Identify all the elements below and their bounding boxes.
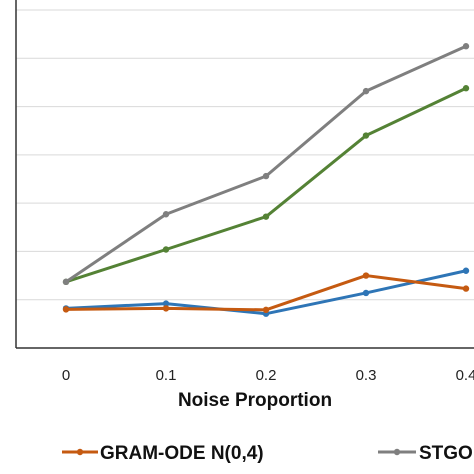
x-axis-title: Noise Proportion <box>178 390 332 411</box>
data-point <box>262 172 270 180</box>
gridlines <box>16 9 474 301</box>
data-point <box>362 132 370 139</box>
legend-item-gram-ode: GRAM-ODE N(0,4) <box>62 443 264 464</box>
data-point <box>462 43 470 50</box>
data-point <box>162 305 170 312</box>
series-1 <box>62 272 470 314</box>
legend-marker-stgo <box>393 448 401 456</box>
data-point <box>362 289 370 297</box>
data-point <box>262 213 270 220</box>
legend: GRAM-ODE N(0,4) STGO <box>62 443 473 464</box>
x-tick-labels: 0 0.1 0.2 0.3 0.4 <box>62 367 474 384</box>
x-tick-label: 0.1 <box>156 367 177 384</box>
series-3 <box>62 43 470 286</box>
legend-marker-gram-ode <box>76 448 84 456</box>
data-point <box>262 306 270 314</box>
series-2 <box>62 85 470 286</box>
legend-label-gram-ode: GRAM-ODE N(0,4) <box>100 443 264 464</box>
data-point <box>462 285 470 292</box>
data-point <box>62 306 70 313</box>
series-layer <box>62 43 470 317</box>
data-point <box>362 272 370 279</box>
series-line <box>64 44 468 284</box>
data-point <box>462 267 470 274</box>
x-tick-label: 0.4 <box>456 367 474 384</box>
x-tick-label: 0.2 <box>256 367 277 384</box>
data-point <box>362 87 370 95</box>
data-point <box>62 278 70 286</box>
x-tick-label: 0 <box>62 367 70 384</box>
legend-label-stgo: STGO <box>419 443 473 464</box>
data-point <box>462 85 470 92</box>
data-point <box>162 300 170 307</box>
legend-item-stgo: STGO <box>378 443 473 464</box>
x-tick-label: 0.3 <box>356 367 377 384</box>
data-point <box>162 211 170 218</box>
series-line <box>64 86 468 284</box>
data-point <box>162 246 170 253</box>
